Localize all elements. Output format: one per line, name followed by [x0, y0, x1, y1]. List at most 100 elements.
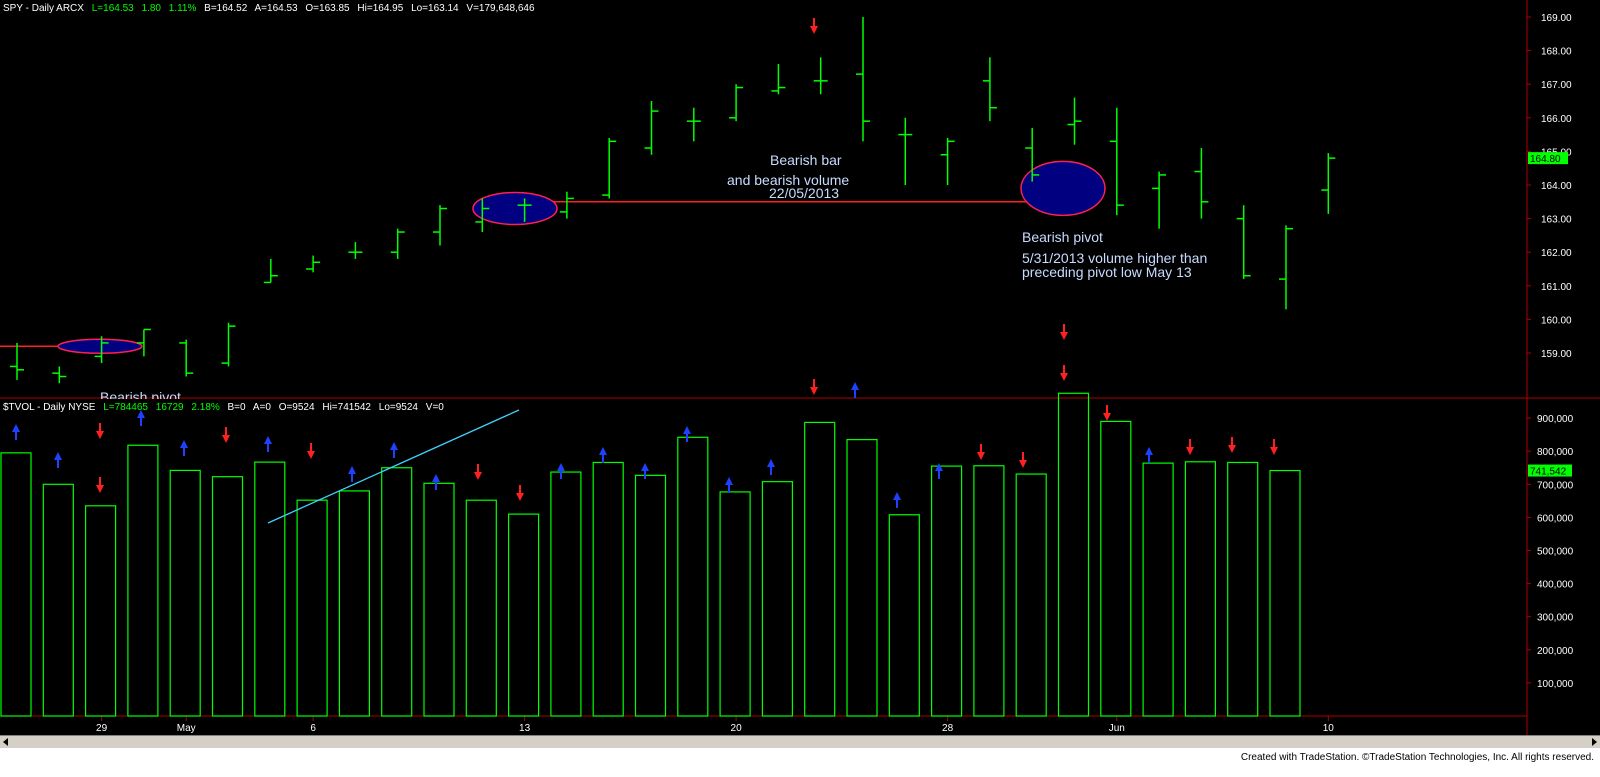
price-y-tick-label: 159.00 — [1541, 349, 1572, 360]
arrow-down-icon — [977, 452, 985, 460]
pivot-ellipse-may13 — [472, 191, 558, 226]
volume-trendline — [267, 409, 520, 524]
annotation-bearish-pivot-left: Bearish pivot — [100, 389, 181, 399]
volume-bar — [254, 461, 286, 717]
arrow-down-icon — [810, 26, 818, 34]
x-tick-label: 10 — [1323, 723, 1335, 734]
price-high: Hi=164.95 — [357, 3, 404, 14]
footer-copyright: Created with TradeStation. ©TradeStation… — [1240, 752, 1594, 763]
arrow-up-icon — [767, 459, 775, 467]
volume-y-tick-label: 200,000 — [1537, 646, 1574, 657]
volume-bar — [42, 483, 74, 717]
price-y-tick-label: 166.00 — [1541, 114, 1572, 125]
last-price-tag-label: 164.80 — [1530, 154, 1561, 165]
arrow-up-icon — [557, 463, 565, 471]
price-volume: V=179,648,646 — [466, 3, 535, 14]
volume-bar — [1227, 461, 1259, 717]
volume-y-tick-label: 600,000 — [1537, 513, 1574, 524]
chart-canvas: 159.00160.00161.00162.00163.00164.00165.… — [0, 0, 1600, 735]
annotation-pivot-note-2: preceding pivot low May 13 — [1022, 264, 1192, 280]
arrow-down-icon — [810, 387, 818, 395]
volume-y-tick-label: 100,000 — [1537, 679, 1574, 690]
volume-y-tick-label: 700,000 — [1537, 480, 1574, 491]
annotation-bearish-bar: Bearish bar — [770, 152, 842, 168]
price-last: L=164.53 — [91, 3, 134, 14]
arrow-down-icon — [1060, 373, 1068, 381]
volume-bar — [592, 461, 624, 717]
price-open: O=163.85 — [305, 3, 350, 14]
arrow-down-icon — [516, 493, 524, 501]
price-low: Lo=163.14 — [411, 3, 459, 14]
volume-bar — [761, 481, 794, 717]
volume-bar — [0, 452, 32, 717]
scroll-right-arrow-icon[interactable] — [1592, 738, 1597, 746]
price-ask: A=164.53 — [254, 3, 298, 14]
x-tick-label: 29 — [96, 723, 108, 734]
volume-bar — [1184, 461, 1217, 717]
annotation-bearish-volume: and bearish volume — [727, 172, 850, 188]
arrow-down-icon — [1186, 447, 1194, 455]
last-volume-tag-label: 741,542 — [1530, 467, 1567, 478]
arrow-up-icon — [683, 426, 691, 434]
arrow-up-icon — [893, 492, 901, 500]
price-y-tick-label: 169.00 — [1541, 13, 1572, 24]
volume-bar — [888, 514, 920, 717]
arrow-down-icon — [474, 472, 482, 480]
vol-bid: B=0 — [227, 402, 246, 413]
arrow-down-icon — [1103, 413, 1111, 421]
price-panel-header: SPY - Daily ARCX L=164.53 1.80 1.11% B=1… — [3, 3, 540, 14]
volume-y-tick-label: 800,000 — [1537, 447, 1574, 458]
price-y-tick-label: 161.00 — [1541, 282, 1572, 293]
arrow-up-icon — [12, 424, 20, 432]
vol-open: O=9524 — [278, 402, 315, 413]
annotation-pivot-note-1: 5/31/2013 volume higher than — [1022, 250, 1208, 266]
arrow-up-icon — [54, 452, 62, 460]
volume-bar — [846, 439, 878, 717]
arrow-up-icon — [725, 477, 733, 485]
vol-high: Hi=741542 — [322, 402, 371, 413]
arrow-up-icon — [348, 466, 356, 474]
x-tick-label: May — [177, 723, 196, 734]
volume-y-tick-label: 400,000 — [1537, 580, 1574, 591]
volume-bar — [465, 499, 497, 717]
footer-bar — [0, 748, 1600, 777]
arrow-down-icon — [96, 485, 104, 493]
last-price-tag — [1528, 152, 1568, 165]
x-tick-label: 28 — [942, 723, 954, 734]
volume-bar — [508, 513, 540, 717]
vol-ask: A=0 — [252, 402, 271, 413]
arrow-up-icon — [599, 447, 607, 455]
arrow-up-icon — [432, 474, 440, 482]
volume-y-tick-label: 500,000 — [1537, 547, 1574, 558]
volume-bar — [381, 467, 413, 717]
price-change-pct: 1.11% — [168, 3, 197, 14]
vol-volume: V=0 — [425, 402, 444, 413]
scroll-left-arrow-icon[interactable] — [3, 738, 8, 746]
volume-bar — [1057, 392, 1090, 717]
price-y-tick-label: 163.00 — [1541, 215, 1572, 226]
volume-bar — [1142, 462, 1174, 717]
volume-bar — [677, 436, 709, 717]
volume-bar — [338, 490, 370, 717]
volume-y-tick-label: 300,000 — [1537, 613, 1574, 624]
last-volume-tag — [1528, 464, 1572, 477]
volume-bar — [973, 465, 1005, 717]
price-y-tick-label: 162.00 — [1541, 248, 1572, 259]
price-y-tick-label: 160.00 — [1541, 315, 1572, 326]
x-tick-label: 6 — [310, 723, 316, 734]
arrow-up-icon — [851, 382, 859, 390]
price-change: 1.80 — [141, 3, 161, 14]
volume-bar — [211, 476, 244, 717]
annotation-bearish-pivot: Bearish pivot — [1022, 229, 1103, 245]
vol-change-pct: 2.18% — [191, 402, 220, 413]
horizontal-scrollbar[interactable] — [0, 735, 1600, 749]
arrow-down-icon — [96, 431, 104, 439]
volume-bar — [550, 471, 582, 717]
annotation-bearish-date: 22/05/2013 — [769, 185, 840, 201]
pivot-ellipse-may31 — [1020, 160, 1106, 217]
volume-y-tick-label: 900,000 — [1537, 414, 1574, 425]
arrow-down-icon — [1060, 332, 1068, 340]
volume-bar — [423, 482, 455, 717]
pivot-ellipse-left — [57, 338, 143, 355]
